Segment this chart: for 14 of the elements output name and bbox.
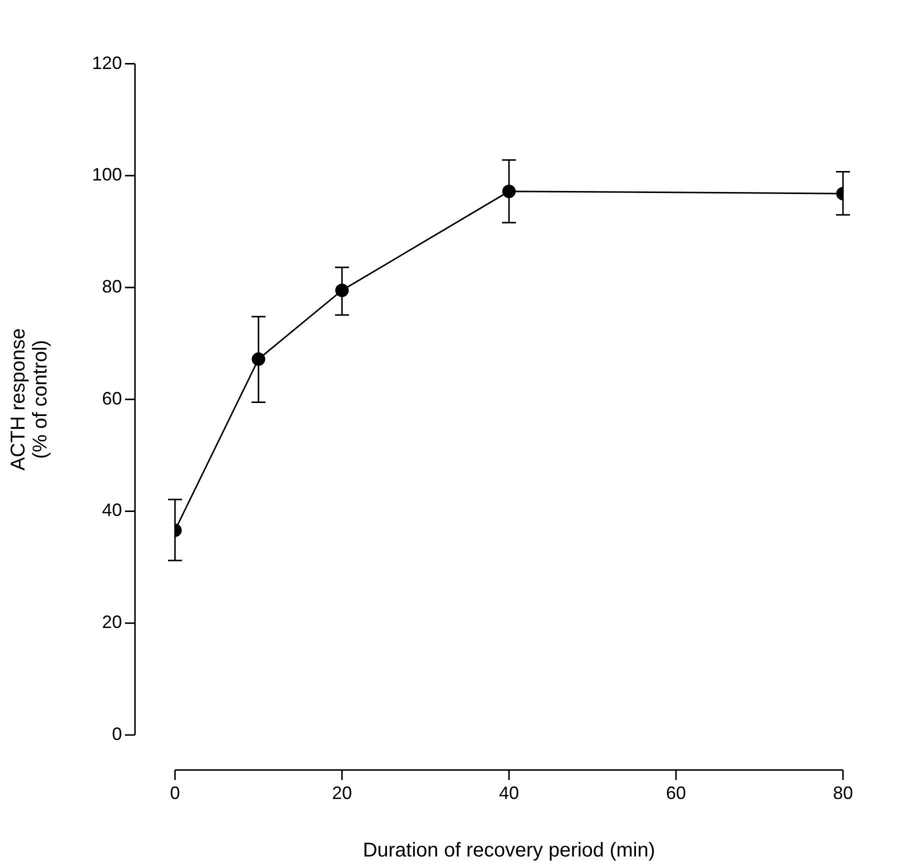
y-tick-label: 120 (92, 52, 122, 73)
y-tick-label: 20 (102, 612, 122, 632)
y-tick-label: 60 (102, 388, 122, 408)
x-tick-label: 80 (832, 782, 854, 803)
x-axis-title: Duration of recovery period (min) (362, 840, 656, 862)
y-tick-label: 0 (112, 724, 122, 744)
y-tick-label: 80 (102, 276, 122, 296)
y-axis-title: ACTH response (% of control) (8, 328, 52, 471)
y-tick-label: 40 (102, 500, 122, 520)
x-tick-label: 60 (666, 782, 686, 803)
x-tick-label: 20 (332, 782, 352, 803)
y-tick-label: 100 (92, 164, 122, 185)
x-tick-label: 0 (170, 782, 180, 803)
x-tick-label: 40 (498, 782, 520, 803)
